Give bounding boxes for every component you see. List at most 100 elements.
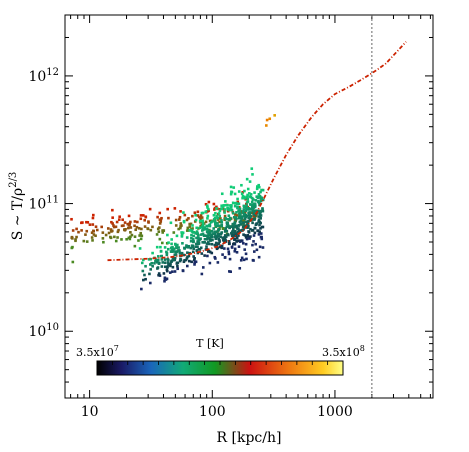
scatter-point xyxy=(252,206,256,209)
scatter-point xyxy=(192,258,196,262)
scatter-point xyxy=(243,196,247,200)
scatter-point xyxy=(212,213,216,217)
scatter-point xyxy=(157,230,161,233)
scatter-point xyxy=(167,263,170,266)
x-tick-label: 10 xyxy=(81,404,99,420)
scatter-point xyxy=(218,238,221,242)
scatter-point xyxy=(208,233,212,237)
scatter-point xyxy=(252,210,256,214)
scatter-point xyxy=(236,239,240,242)
scatter-point xyxy=(194,245,198,249)
scatter-point xyxy=(140,234,144,238)
scatter-point xyxy=(141,214,145,217)
scatter-point xyxy=(223,236,227,240)
scatter-point xyxy=(243,217,247,221)
scatter-point xyxy=(227,214,231,218)
scatter-point xyxy=(195,230,199,233)
scatter-point xyxy=(259,221,262,225)
scatter-point xyxy=(80,229,83,232)
scatter-point xyxy=(160,216,163,220)
scatter-point xyxy=(222,204,226,207)
scatter-point xyxy=(159,254,163,258)
scatter-point xyxy=(189,239,193,243)
scatter-point xyxy=(194,218,198,222)
scatter-point xyxy=(190,260,193,264)
scatter-point xyxy=(254,223,258,226)
scatter-point xyxy=(170,248,174,251)
scatter-point xyxy=(273,114,276,117)
scatter-point xyxy=(129,226,133,229)
scatter-point xyxy=(130,233,134,237)
scatter-point xyxy=(257,193,261,196)
scatter-point xyxy=(195,226,198,230)
scatter-point xyxy=(182,211,185,214)
scatter-point xyxy=(238,205,241,209)
scatter-point xyxy=(251,228,255,232)
scatter-point xyxy=(176,261,179,265)
scatter-point xyxy=(185,236,189,239)
scatter-point xyxy=(213,208,216,211)
scatter-point xyxy=(75,235,78,239)
scatter-point xyxy=(164,261,167,265)
scatter-point xyxy=(225,229,229,233)
scatter-point xyxy=(228,217,232,221)
scatter-point xyxy=(201,221,205,225)
scatter-point xyxy=(177,246,180,249)
scatter-point xyxy=(138,234,141,237)
scatter-point xyxy=(241,194,245,198)
scatter-point xyxy=(171,265,175,269)
scatter-point xyxy=(260,196,263,200)
scatter-point xyxy=(177,249,180,252)
scatter-point xyxy=(218,207,222,211)
scatter-point xyxy=(224,217,228,221)
scatter-point xyxy=(142,278,145,282)
scatter-point xyxy=(250,211,254,215)
scatter-point xyxy=(242,228,245,231)
scatter-point xyxy=(249,193,253,196)
scatter-point xyxy=(123,221,127,224)
scatter-point xyxy=(77,230,80,234)
scatter-point xyxy=(217,224,221,228)
scatter-point xyxy=(182,260,186,264)
scatter-point xyxy=(173,207,177,210)
scatter-point xyxy=(240,183,243,187)
scatter-point xyxy=(140,261,144,265)
scatter-point xyxy=(167,241,170,244)
scatter-point xyxy=(107,231,111,235)
scatter-point xyxy=(229,185,233,189)
x-axis-label: R [kpc/h] xyxy=(217,430,282,446)
scatter-point xyxy=(173,270,177,273)
scatter-point xyxy=(255,187,259,191)
scatter-point xyxy=(223,214,227,218)
scatter-point xyxy=(170,260,173,263)
scatter-point xyxy=(242,225,246,228)
scatter-point xyxy=(176,264,179,268)
scatter-point xyxy=(256,185,259,188)
scatter-point xyxy=(241,210,245,213)
axis-tick-labels: 10 100 1000 1010 1011 1012 xyxy=(28,67,352,420)
scatter-point xyxy=(246,197,250,201)
scatter-point xyxy=(155,245,159,249)
scatter-point xyxy=(227,240,231,243)
scatter-point xyxy=(95,228,99,232)
scatter-point xyxy=(215,214,218,218)
scatter-point xyxy=(247,219,250,223)
scatter-point xyxy=(245,220,248,224)
scatter-point xyxy=(197,241,200,245)
scatter-point xyxy=(220,244,224,248)
scatter-point xyxy=(257,215,260,218)
scatter-point xyxy=(229,270,232,274)
scatter-point xyxy=(133,235,137,239)
scatter-point xyxy=(149,228,153,232)
scatter-point xyxy=(159,220,163,223)
scatter-point xyxy=(74,238,77,241)
scatter-point xyxy=(158,274,162,277)
scatter-point xyxy=(192,234,195,238)
scatter-point xyxy=(250,200,254,204)
scatter-point xyxy=(70,235,74,239)
scatter-point xyxy=(115,220,119,224)
scatter-point xyxy=(220,192,224,196)
scatter-point xyxy=(249,227,252,231)
scatter-point xyxy=(175,234,179,238)
scatter-point xyxy=(260,237,264,241)
